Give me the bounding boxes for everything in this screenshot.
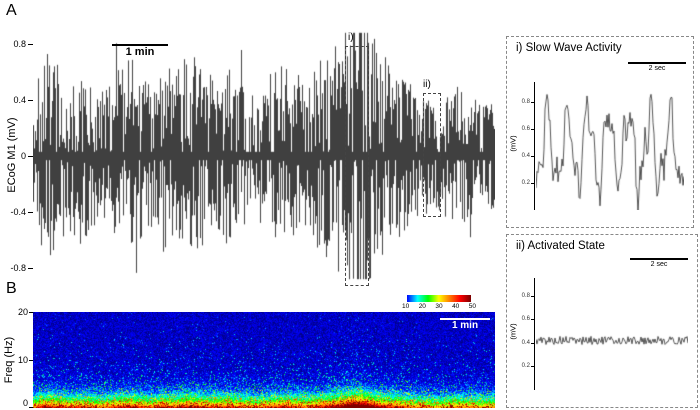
spectrogram-plot — [33, 312, 495, 408]
inset-i-tick-mark — [531, 183, 534, 184]
inset-i-tick-mark — [531, 156, 534, 157]
inset-ii-trace-plot — [536, 278, 688, 390]
scalebar-line — [630, 258, 688, 260]
spectrogram-colorbar — [407, 295, 471, 302]
inset-ii-ytick-1: 0.6 — [521, 316, 530, 322]
region-box-ii — [423, 93, 441, 217]
freq-tick-mark — [29, 360, 33, 361]
scalebar-line — [440, 318, 490, 320]
inset-i-ytick-2: 0.4 — [521, 153, 530, 159]
inset-i-title: i) Slow Wave Activity — [516, 42, 622, 54]
ecog-tick-mark — [28, 44, 33, 45]
ecog-tick-mark — [28, 268, 33, 269]
ecog-ytick-0: 0.8 — [13, 39, 26, 49]
colorbar-tick-3: 40 — [452, 303, 460, 310]
inset-ii-scalebar: 2 sec — [630, 258, 688, 269]
freq-tick-mark — [29, 407, 33, 408]
inset-ii-ytick-3: 0.2 — [521, 363, 530, 369]
inset-i-ytick-3: 0.2 — [521, 180, 530, 186]
panel-a-label: A — [6, 2, 17, 19]
inset-ii-tick-mark — [531, 296, 534, 297]
colorbar-tick-4: 50 — [468, 303, 476, 310]
inset-ii-tick-mark — [531, 319, 534, 320]
inset-i-tick-mark — [531, 102, 534, 103]
panel-b-scalebar: 1 min — [440, 318, 490, 332]
colorbar-tick-labels: 10 20 30 40 50 — [402, 303, 476, 310]
scalebar-label: 2 sec — [648, 64, 666, 72]
region-box-ii-label: ii) — [423, 79, 431, 90]
inset-i-ytick-1: 0.6 — [521, 126, 530, 132]
inset-ii-title: ii) Activated State — [516, 240, 605, 252]
ecog-ytick-3: -0.4 — [10, 207, 26, 217]
ecog-trace-plot — [33, 30, 495, 282]
panel-b-label: B — [6, 280, 17, 297]
region-box-i-label: i) — [348, 32, 354, 43]
inset-ii-ytick-0: 0.8 — [521, 293, 530, 299]
scalebar-label: 1 min — [451, 320, 479, 331]
ecog-tick-mark — [28, 212, 33, 213]
region-box-i — [345, 46, 369, 286]
ecog-ytick-2: 0 — [20, 151, 26, 161]
scalebar-line — [628, 62, 686, 64]
inset-i-scalebar: 2 sec — [628, 62, 686, 73]
inset-i-tick-mark — [531, 129, 534, 130]
colorbar-tick-2: 30 — [435, 303, 443, 310]
freq-ytick-2: 0 — [22, 398, 28, 408]
panel-a-scalebar: 1 min — [112, 44, 168, 59]
freq-tick-mark — [29, 312, 33, 313]
inset-ii-y-axis — [534, 278, 535, 390]
scalebar-label: 1 min — [125, 46, 155, 58]
inset-ii-ytick-2: 0.4 — [521, 340, 530, 346]
inset-i-y-axis — [534, 82, 535, 210]
scalebar-label: 2 sec — [650, 260, 668, 268]
inset-i-trace-plot — [536, 82, 684, 210]
freq-ytick-0: 20 — [17, 307, 28, 317]
inset-i-ytick-0: 0.8 — [521, 99, 530, 105]
colorbar-tick-1: 20 — [418, 303, 426, 310]
freq-ytick-1: 10 — [17, 355, 28, 365]
ecog-ytick-4: -0.8 — [10, 263, 26, 273]
scalebar-line — [112, 44, 168, 46]
inset-ii-tick-mark — [531, 366, 534, 367]
colorbar-tick-0: 10 — [402, 303, 410, 310]
inset-ii-tick-mark — [531, 343, 534, 344]
ecog-ytick-1: 0.4 — [13, 95, 26, 105]
ecog-tick-mark — [28, 100, 33, 101]
ecog-tick-mark — [28, 156, 33, 157]
